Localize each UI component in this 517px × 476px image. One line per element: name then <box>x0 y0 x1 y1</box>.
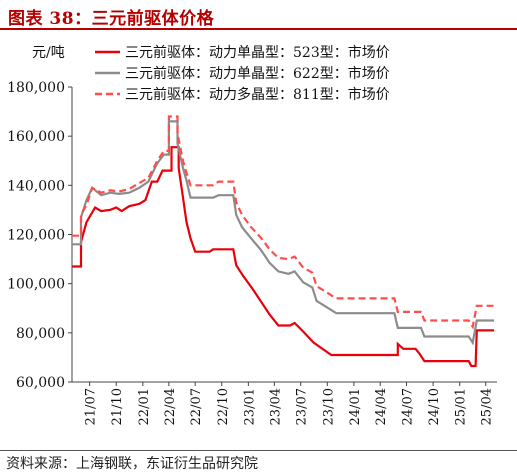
x-tick-label: 23/07 <box>295 388 310 425</box>
series-layer <box>72 115 495 368</box>
x-tick-label: 24/10 <box>427 388 442 425</box>
x-tick-label: 23/04 <box>268 388 283 425</box>
y-axis-ticks: 60,000 80,000 100,000 120,000 140,000 160,000… <box>7 80 72 391</box>
legend-label-3: 三元前驱体：动力多晶型：811型：市场价 <box>125 86 390 103</box>
source-note: 资料来源：上海钢联，东证衍生品研究院 <box>6 456 258 472</box>
y-tick-label: 80,000 <box>16 326 65 342</box>
title-rule <box>0 28 517 30</box>
x-tick-label: 24/07 <box>401 388 416 425</box>
y-tick-label: 100,000 <box>7 277 65 293</box>
legend-label-1: 三元前驱体：动力单晶型：523型：市场价 <box>125 44 390 61</box>
y-tick-label: 60,000 <box>16 375 65 391</box>
y-tick-label: 140,000 <box>7 178 65 194</box>
x-tick-label: 21/10 <box>110 388 125 425</box>
axes <box>71 87 497 383</box>
x-tick-label: 22/04 <box>163 388 178 425</box>
x-tick-label: 23/01 <box>242 388 257 425</box>
y-axis-unit-label: 元/吨 <box>32 45 65 61</box>
chart-title: 图表 38：三元前驱体价格 <box>8 9 215 29</box>
series-line-3 <box>72 115 495 330</box>
source-rule <box>0 450 517 451</box>
x-tick-label: 21/07 <box>84 388 99 425</box>
x-tick-label: 24/04 <box>374 388 389 425</box>
y-tick-label: 160,000 <box>7 129 65 145</box>
x-tick-label: 25/01 <box>454 388 469 425</box>
x-tick-label: 24/01 <box>348 388 363 425</box>
x-tick-label: 22/07 <box>189 388 204 425</box>
y-tick-label: 180,000 <box>7 80 65 96</box>
x-tick-label: 22/01 <box>137 388 152 425</box>
legend: 三元前驱体：动力单晶型：523型：市场价三元前驱体：动力单晶型：622型：市场价… <box>95 44 390 103</box>
x-axis-ticks: 21/07 21/10 22/01 22/04 22/07 22/10 23/01 23/04… <box>84 382 495 425</box>
x-tick-label: 25/04 <box>480 388 495 425</box>
series-line-1 <box>72 146 495 368</box>
x-tick-label: 23/10 <box>321 388 336 425</box>
series-line-2 <box>72 120 495 346</box>
x-tick-label: 22/10 <box>216 388 231 425</box>
legend-label-2: 三元前驱体：动力单晶型：622型：市场价 <box>125 65 390 82</box>
y-tick-label: 120,000 <box>7 228 65 244</box>
